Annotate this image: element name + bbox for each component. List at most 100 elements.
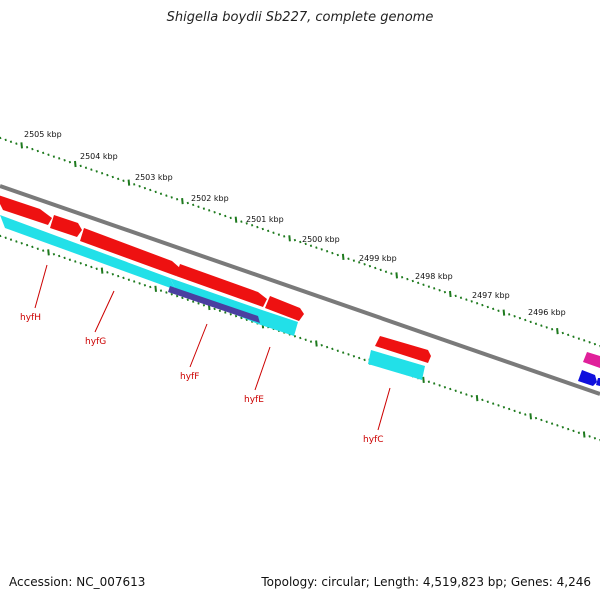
minor-tick bbox=[138, 185, 141, 188]
minor-tick bbox=[325, 250, 329, 253]
gene-label-hyfg[interactable]: hyfG bbox=[85, 337, 106, 347]
minor-tick bbox=[165, 194, 168, 197]
major-tick bbox=[288, 235, 291, 242]
minor-tick bbox=[117, 274, 120, 278]
minor-tick bbox=[374, 266, 377, 270]
minor-tick bbox=[572, 335, 575, 338]
gene-label-hyff[interactable]: hyfF bbox=[180, 372, 199, 382]
minor-tick bbox=[36, 247, 39, 251]
minor-tick bbox=[524, 413, 527, 416]
minor-tick bbox=[90, 168, 93, 171]
minor-tick bbox=[572, 429, 575, 433]
magenta-gene[interactable] bbox=[583, 352, 600, 368]
minor-tick bbox=[52, 252, 56, 256]
minor-tick bbox=[518, 316, 522, 320]
minor-tick bbox=[550, 422, 554, 425]
blue-gene[interactable] bbox=[578, 370, 597, 386]
minor-tick bbox=[518, 411, 522, 414]
reverse-gene[interactable] bbox=[170, 278, 298, 336]
gene-label-hyfc[interactable]: hyfC bbox=[363, 435, 383, 445]
minor-tick bbox=[90, 265, 93, 269]
minor-tick bbox=[256, 225, 259, 229]
minor-tick bbox=[25, 243, 29, 247]
minor-tick bbox=[47, 153, 50, 156]
forward-gene[interactable] bbox=[50, 215, 82, 237]
minor-tick bbox=[545, 420, 548, 424]
kbp-label: 2503 kbp bbox=[135, 173, 173, 182]
minor-tick bbox=[347, 257, 350, 260]
minor-tick bbox=[186, 298, 189, 302]
minor-tick bbox=[0, 234, 2, 238]
minor-tick bbox=[342, 351, 345, 354]
minor-tick bbox=[15, 240, 18, 243]
forward-gene[interactable] bbox=[176, 264, 267, 307]
minor-tick bbox=[524, 318, 527, 322]
gene-label-hyfe[interactable]: hyfE bbox=[244, 395, 264, 405]
minor-tick bbox=[492, 307, 495, 311]
major-tick bbox=[74, 160, 77, 168]
minor-tick bbox=[186, 201, 189, 205]
forward-gene[interactable] bbox=[80, 228, 180, 276]
minor-tick bbox=[336, 349, 339, 353]
minor-tick bbox=[299, 336, 302, 340]
minor-tick bbox=[42, 249, 45, 252]
minor-tick bbox=[443, 385, 447, 389]
minor-tick bbox=[406, 277, 409, 281]
minor-tick bbox=[299, 240, 302, 244]
minor-tick bbox=[567, 427, 570, 431]
forward-gene[interactable] bbox=[375, 336, 431, 363]
minor-tick bbox=[122, 179, 125, 182]
minor-tick bbox=[111, 273, 114, 276]
minor-tick bbox=[459, 391, 463, 394]
kbp-label: 2501 kbp bbox=[246, 215, 284, 224]
minor-tick bbox=[165, 291, 168, 294]
minor-tick bbox=[63, 256, 66, 260]
minor-tick bbox=[513, 409, 516, 413]
minor-tick bbox=[106, 173, 109, 177]
gene-label-hyfh[interactable]: hyfH bbox=[20, 313, 41, 323]
minor-tick bbox=[309, 340, 313, 343]
minor-tick bbox=[400, 276, 404, 279]
minor-tick bbox=[192, 203, 195, 207]
minor-tick bbox=[272, 231, 275, 234]
minor-tick bbox=[122, 276, 125, 280]
minor-tick bbox=[465, 393, 468, 396]
operon-bar[interactable] bbox=[168, 286, 260, 323]
minor-tick bbox=[218, 212, 222, 216]
minor-tick bbox=[550, 328, 554, 331]
forward-gene[interactable] bbox=[265, 296, 304, 321]
minor-tick bbox=[486, 305, 489, 309]
minor-tick bbox=[475, 302, 479, 305]
minor-tick bbox=[240, 220, 243, 223]
reverse-gene[interactable] bbox=[368, 350, 425, 380]
kbp-label: 2497 kbp bbox=[472, 291, 510, 300]
minor-tick bbox=[593, 436, 597, 440]
minor-tick bbox=[358, 356, 361, 360]
minor-tick bbox=[540, 324, 543, 327]
minor-tick bbox=[20, 242, 23, 245]
minor-tick bbox=[508, 313, 511, 316]
minor-tick bbox=[352, 259, 356, 262]
minor-tick bbox=[74, 260, 77, 263]
minor-tick bbox=[438, 289, 441, 292]
minor-tick bbox=[465, 298, 468, 301]
minor-tick bbox=[304, 338, 307, 342]
forward-gene[interactable] bbox=[0, 194, 52, 225]
minor-tick bbox=[218, 309, 222, 312]
major-tick bbox=[395, 272, 398, 279]
major-tick bbox=[154, 285, 157, 292]
minor-tick bbox=[250, 224, 254, 227]
minor-tick bbox=[352, 354, 356, 358]
minor-tick bbox=[379, 268, 382, 272]
blue-gene[interactable] bbox=[596, 378, 600, 386]
minor-tick bbox=[31, 245, 34, 249]
minor-tick bbox=[245, 222, 248, 225]
minor-tick bbox=[293, 334, 297, 338]
minor-tick bbox=[529, 320, 532, 324]
reverse-gene[interactable] bbox=[0, 215, 176, 290]
minor-tick bbox=[577, 431, 581, 434]
minor-tick bbox=[331, 251, 334, 255]
minor-tick bbox=[320, 344, 323, 347]
